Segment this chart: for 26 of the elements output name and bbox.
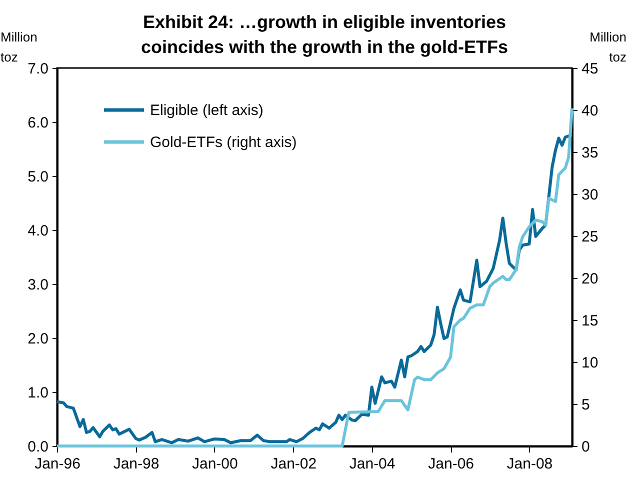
y2-tick-label: 5	[582, 396, 590, 414]
x-tick-label: Jan-06	[428, 456, 474, 472]
y2-tick-label: 0	[582, 438, 590, 456]
y-tick-label: 5.0	[28, 168, 48, 186]
y2-tick-label: 30	[582, 186, 598, 204]
legend-label: Gold-ETFs (right axis)	[150, 134, 297, 151]
x-tick-label: Jan-02	[270, 456, 317, 472]
y2-tick-label: 35	[582, 144, 598, 162]
chart-title: Exhibit 24: …growth in eligible inventories coincides with the growth in the gold-ETFs	[141, 12, 508, 57]
y-tick-label: 3.0	[28, 276, 48, 294]
y-tick-label: 2.0	[28, 330, 48, 348]
x-tick-label: Jan-98	[113, 456, 160, 472]
y2-tick-label: 25	[582, 228, 598, 246]
x-tick-label: Jan-04	[349, 456, 396, 472]
y-tick-label: 1.0	[28, 384, 48, 402]
x-tick-label: Jan-00	[192, 456, 238, 472]
y2-tick-label: 10	[582, 354, 598, 372]
y-tick-label: 4.0	[28, 222, 48, 240]
x-tick-label: Jan-96	[34, 456, 80, 472]
y-tick-label: 6.0	[28, 114, 48, 132]
x-tick-label: Jan-08	[506, 456, 553, 472]
legend-label: Eligible (left axis)	[150, 102, 264, 119]
y2-tick-label: 20	[582, 270, 598, 288]
y-tick-label: 0.0	[28, 438, 48, 456]
y2-tick-label: 40	[582, 102, 598, 120]
y2-tick-label: 15	[582, 312, 598, 330]
